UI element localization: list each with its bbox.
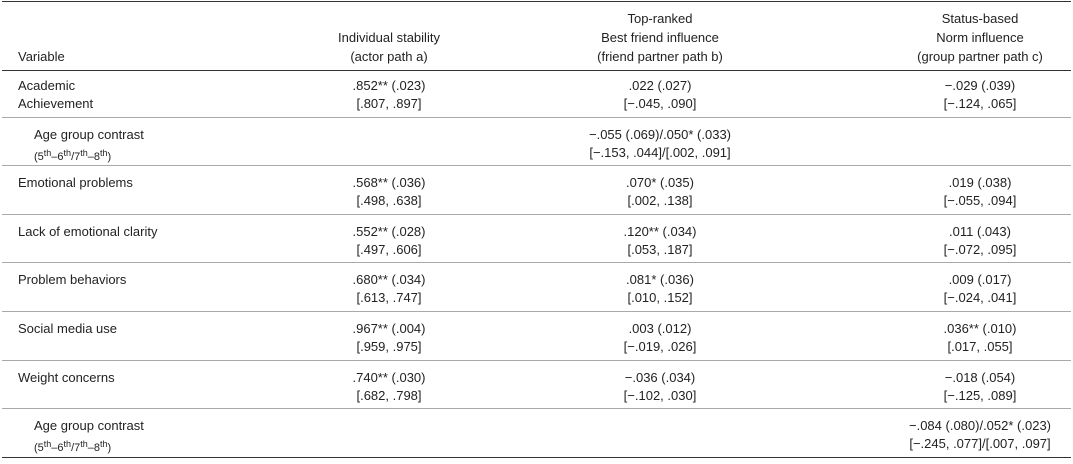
superscript: th: [63, 147, 72, 158]
header-cell: Individual stability: [338, 30, 440, 45]
cell-value: .022 (.027): [628, 78, 692, 93]
row-sublabel: (5th–6th/7th–8th): [34, 436, 111, 456]
cell-value: [.959, .975]: [356, 339, 422, 354]
cell-value: −.084 (.080)/.052* (.023): [908, 418, 1052, 434]
cell-value: [−.245, .077]/[.007, .097]: [909, 436, 1051, 452]
cell-value: .011 (.043): [949, 223, 1011, 239]
row-label: Achievement: [18, 96, 94, 111]
header-cell: Best friend influence: [601, 30, 719, 45]
superscript: th: [80, 439, 88, 450]
header-cell: (friend partner path b): [597, 49, 723, 64]
row-sublabel: (5th–6th/7th–8th): [34, 145, 111, 165]
cell-value: [.497, .606]: [356, 241, 422, 257]
cell-value: [.017, .055]: [947, 339, 1013, 354]
cell-value: [−.045, .090]: [623, 96, 697, 111]
cell-value: .120** (.034): [623, 223, 697, 239]
superscript: th: [43, 439, 52, 450]
cell-value: [−.024, .041]: [943, 290, 1017, 306]
cell-value: [−.072, .095]: [943, 241, 1017, 257]
cell-value: .070* (.035): [626, 175, 694, 191]
cell-value: .003 (.012): [628, 321, 692, 336]
header-cell: (actor path a): [350, 49, 428, 64]
cell-value: [.498, .638]: [356, 193, 422, 209]
top-rule: [2, 1, 1071, 2]
row-rule: [2, 165, 1071, 166]
superscript: th: [100, 439, 108, 450]
row-rule: [2, 214, 1071, 215]
superscript: th: [100, 147, 108, 158]
header-cell: Status-based: [941, 11, 1019, 26]
cell-value: [−.055, .094]: [943, 193, 1017, 209]
superscript: th: [43, 147, 52, 158]
cell-value: .967** (.004): [352, 321, 426, 336]
superscript: th: [80, 147, 88, 158]
cell-value: .568** (.036): [352, 175, 426, 191]
cell-value: −.029 (.039): [944, 78, 1016, 93]
cell-value: .852** (.023): [352, 78, 426, 93]
cell-value: [.053, .187]: [627, 241, 693, 257]
cell-value: .036** (.010): [943, 321, 1017, 336]
row-label: Age group contrast: [34, 126, 144, 142]
sublabel-text: –6: [51, 442, 64, 455]
row-label: Academic: [18, 78, 76, 93]
cell-value: [−.125, .089]: [943, 387, 1017, 403]
header-cell: Norm influence: [936, 30, 1024, 45]
superscript: th: [63, 439, 72, 450]
cell-value: [−.019, .026]: [623, 339, 697, 354]
row-rule: [2, 311, 1071, 312]
sublabel-text: (5: [34, 150, 44, 163]
row-rule: [2, 262, 1071, 263]
cell-value: [−.124, .065]: [943, 96, 1017, 111]
row-rule: [2, 360, 1071, 361]
row-label: Lack of emotional clarity: [18, 223, 158, 239]
row-rule: [2, 117, 1071, 118]
cell-value: .019 (.038): [948, 175, 1012, 191]
row-rule: [2, 408, 1071, 409]
sublabel-text: ): [107, 150, 112, 163]
sublabel-text: –8: [87, 442, 101, 455]
row-label: Emotional problems: [18, 175, 133, 191]
cell-value: [−.153, .044]/[.002, .091]: [589, 144, 731, 160]
cell-value: [.010, .152]: [627, 290, 693, 306]
sublabel-text: ): [107, 442, 112, 455]
row-label: Problem behaviors: [18, 272, 127, 288]
header-cell: (group partner path c): [917, 49, 1043, 64]
cell-value: −.036 (.034): [624, 369, 696, 385]
cell-value: [.682, .798]: [356, 387, 422, 403]
sublabel-text: /7: [71, 150, 81, 163]
sublabel-text: –8: [87, 150, 101, 163]
cell-value: [.002, .138]: [627, 193, 693, 209]
bottom-rule: [2, 457, 1071, 458]
header-cell: Top-ranked: [627, 11, 693, 26]
cell-value: .081* (.036): [626, 272, 694, 288]
cell-value: −.055 (.069)/.050* (.033): [588, 126, 732, 142]
row-label: Weight concerns: [18, 369, 115, 385]
sublabel-text: –6: [51, 150, 64, 163]
cell-value: .680** (.034): [352, 272, 426, 288]
cell-value: [−.102, .030]: [623, 387, 697, 403]
cell-value: .740** (.030): [352, 369, 426, 385]
cell-value: [.613, .747]: [356, 290, 422, 306]
cell-value: −.018 (.054): [944, 369, 1016, 385]
cell-value: .552** (.028): [352, 223, 426, 239]
cell-value: [.807, .897]: [356, 96, 422, 111]
sublabel-text: (5: [34, 442, 44, 455]
row-label: Social media use: [18, 321, 117, 336]
cell-value: .009 (.017): [948, 272, 1012, 288]
row-label: Age group contrast: [34, 418, 144, 434]
header-rule: [2, 70, 1071, 71]
header-label: Variable: [18, 49, 65, 64]
sublabel-text: /7: [71, 442, 81, 455]
